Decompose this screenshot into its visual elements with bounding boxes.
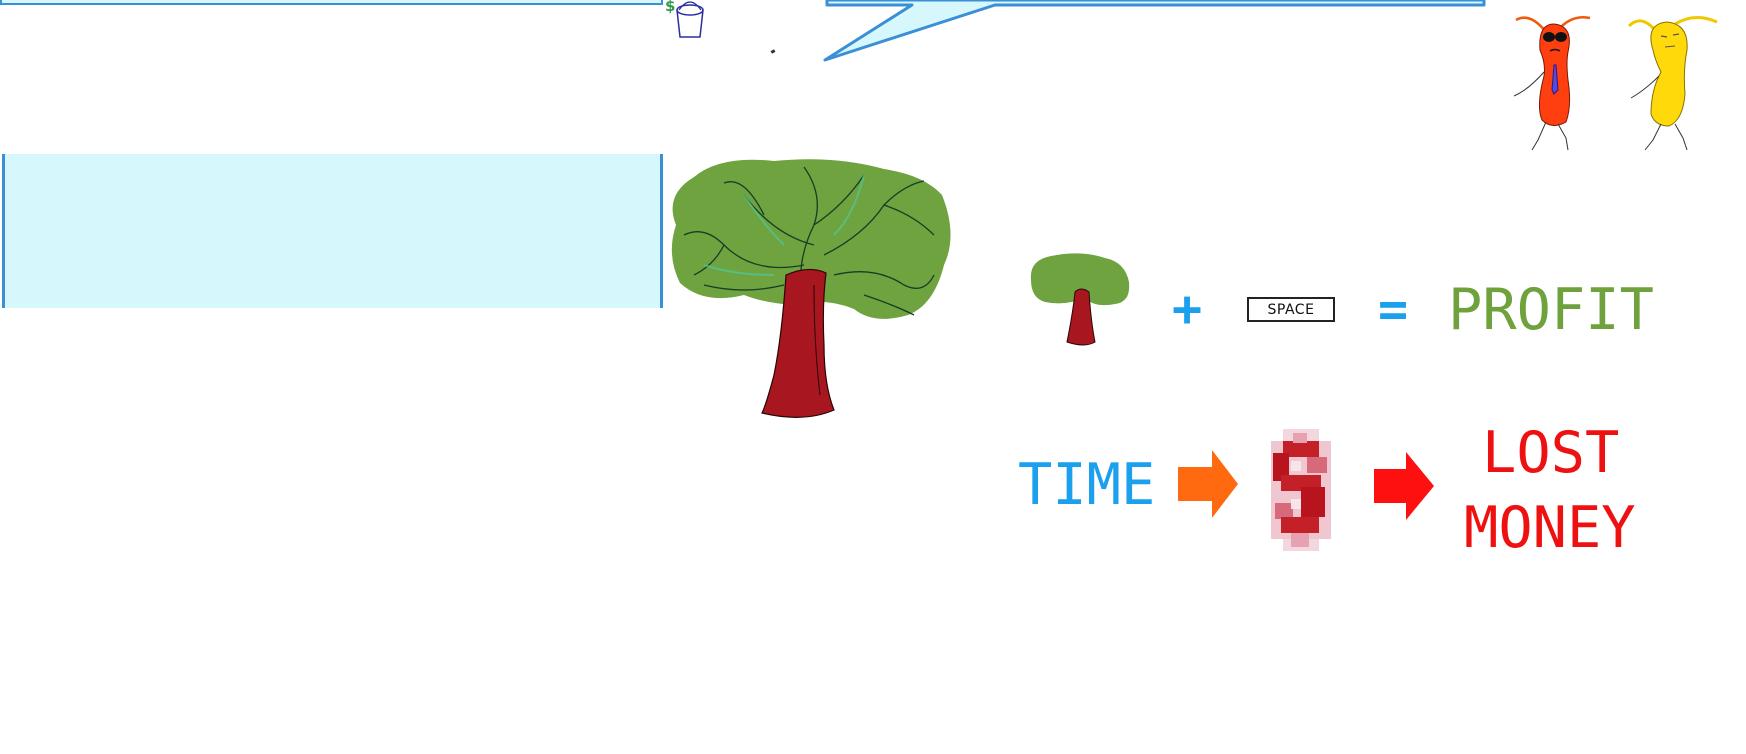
speech-bubble <box>823 0 1486 62</box>
profit-label: PROFIT <box>1448 277 1654 343</box>
equals-sign: = <box>1378 280 1409 338</box>
plus-sign: + <box>1172 280 1203 338</box>
time-label: TIME <box>1018 452 1156 518</box>
red-arrow-icon <box>1374 452 1434 520</box>
dollar-sign-icon: $ <box>665 0 676 15</box>
pixelated-dollar-icon <box>1271 429 1331 551</box>
red-character[interactable] <box>1510 10 1600 155</box>
orange-arrow-icon <box>1178 450 1238 518</box>
lost-label: LOST <box>1482 420 1620 486</box>
top-text-box <box>0 0 663 5</box>
big-tree-icon[interactable] <box>664 155 954 420</box>
money-label: MONEY <box>1464 495 1636 561</box>
bucket-icon <box>676 1 704 38</box>
space-key-icon[interactable]: SPACE <box>1247 297 1335 322</box>
small-tree-icon <box>1030 253 1130 346</box>
yellow-character[interactable] <box>1625 10 1725 155</box>
money-bucket-icon[interactable]: $ <box>662 0 708 42</box>
info-box <box>2 154 663 308</box>
speck <box>770 49 776 54</box>
